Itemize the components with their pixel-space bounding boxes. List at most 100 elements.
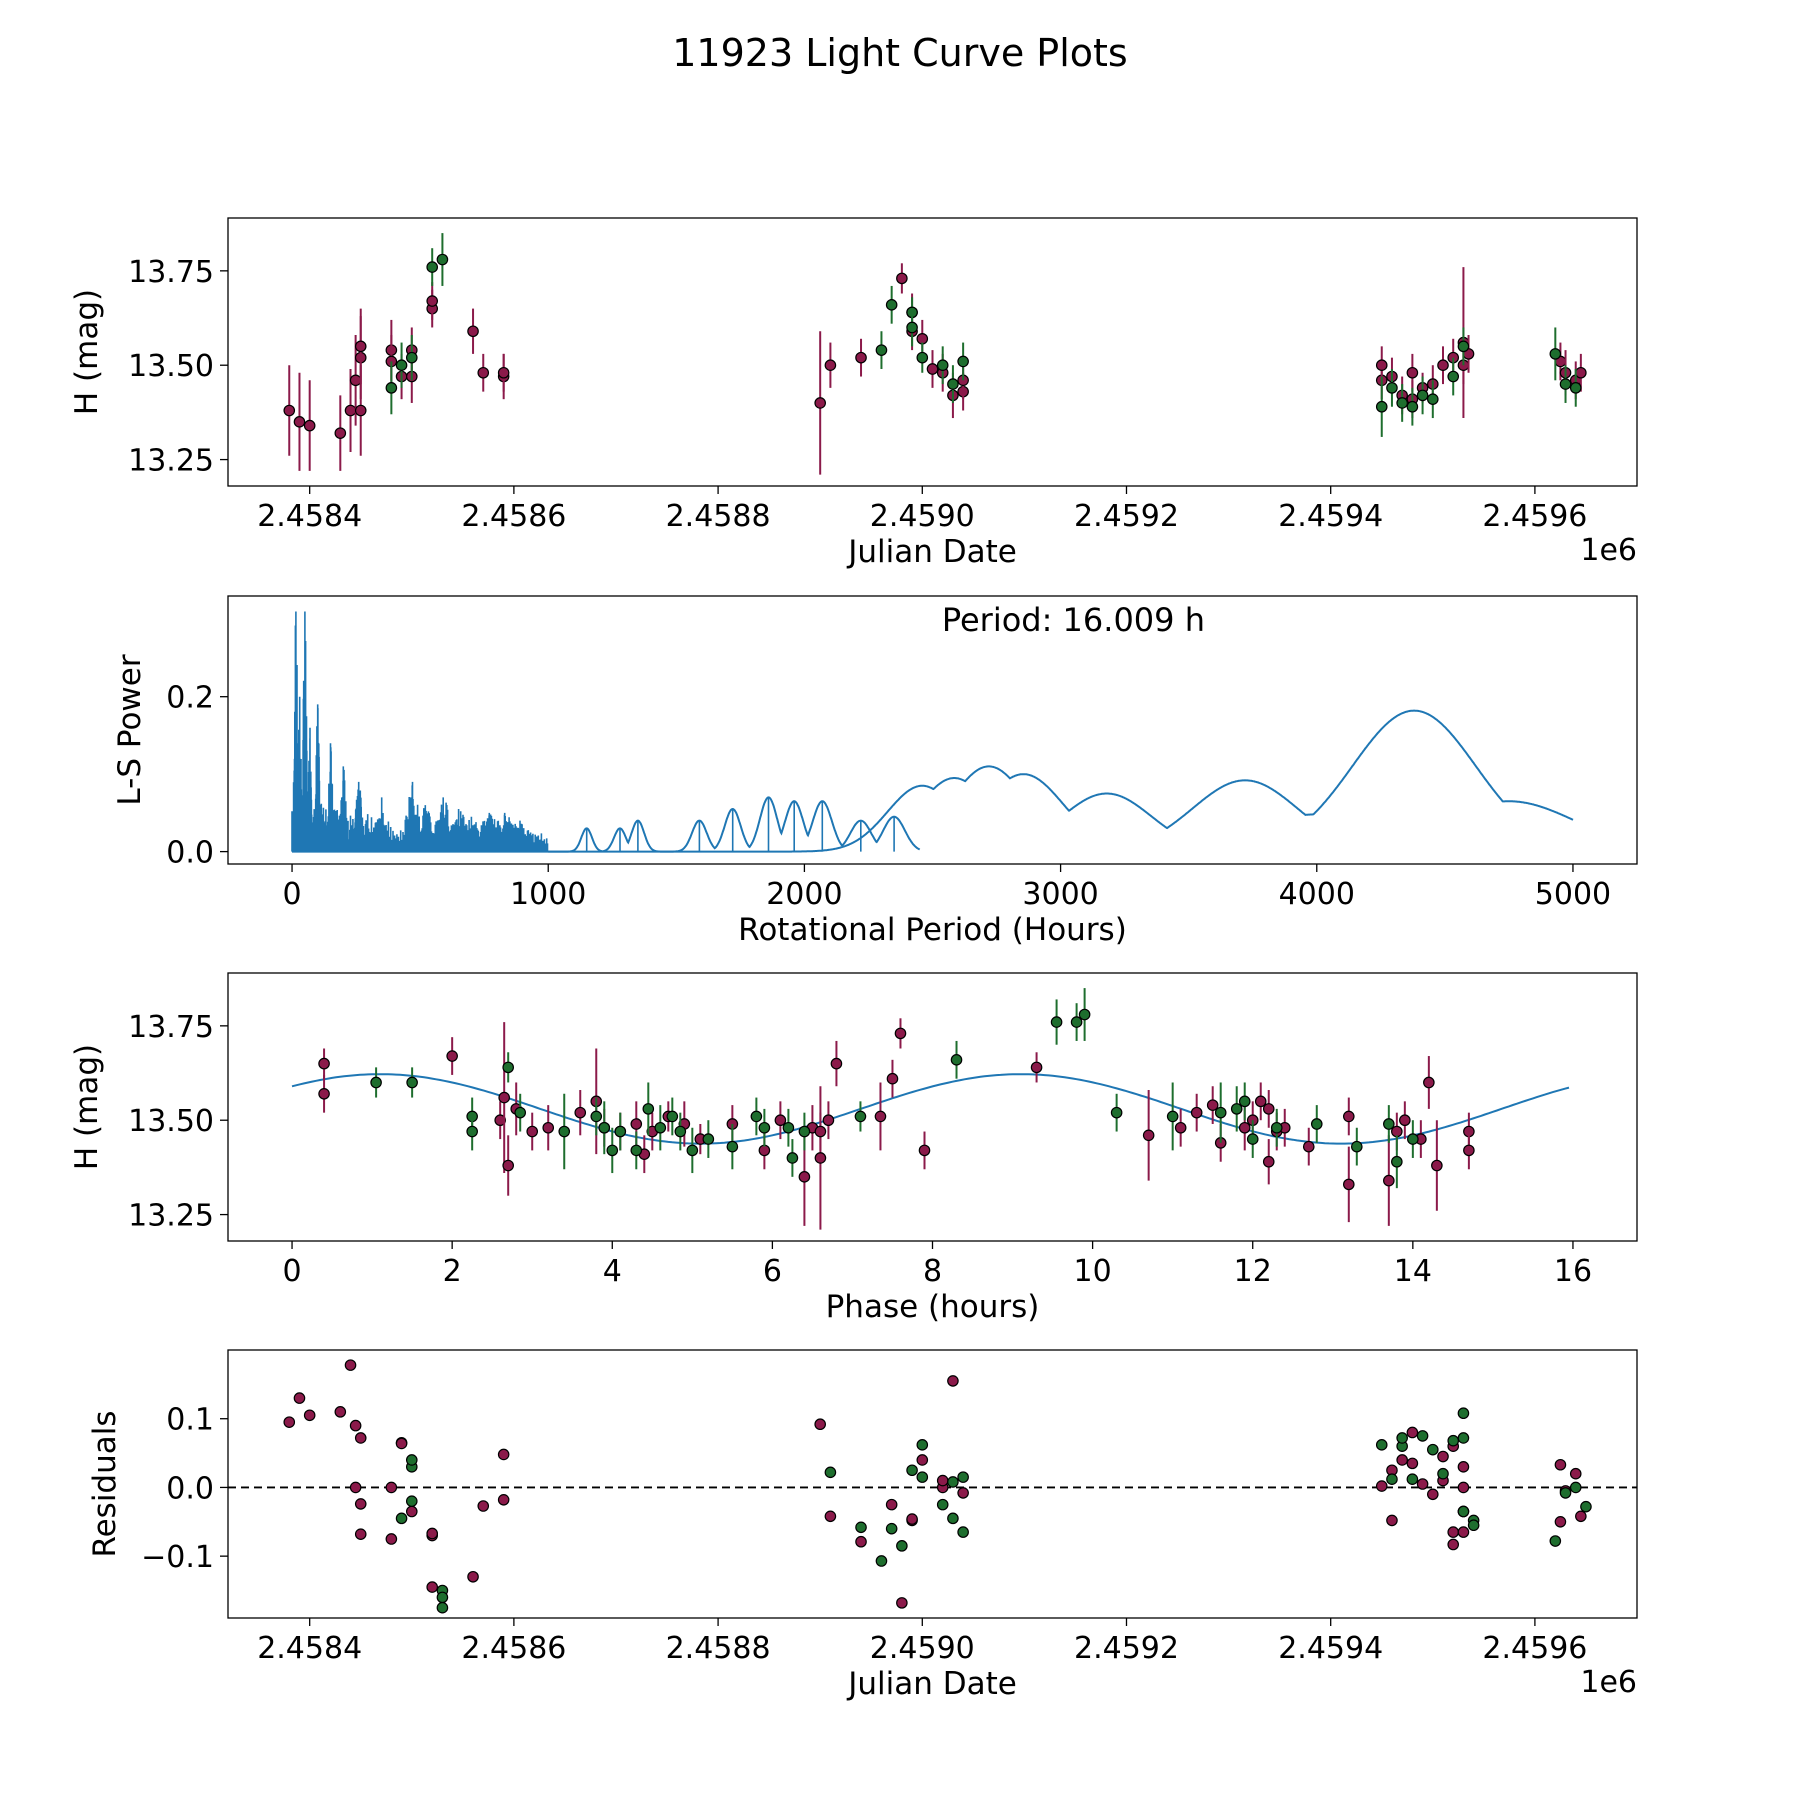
data-point [349,374,362,387]
data-point [426,261,439,273]
x-tick-label: 6 [763,1254,782,1289]
data-point [824,359,837,372]
x-tick-label: 2.4590 [870,499,975,534]
data-point [1406,1457,1419,1470]
data-point [1406,1426,1419,1439]
data-point [526,1125,539,1138]
x-tick-label: 2000 [766,877,842,912]
data-point [957,1471,969,1483]
data-point [1549,1535,1562,1547]
data-point [405,351,418,364]
periodogram-noise [291,611,895,852]
x-tick-label: 2.4592 [1074,499,1179,534]
data-point [947,1512,959,1525]
x-tick-label: 2.4586 [461,1631,566,1666]
x-tick-label: 2.4596 [1482,499,1587,534]
data-point [1351,1140,1363,1153]
data-point [1375,1480,1388,1492]
data-point [855,351,867,364]
data-point [1457,1407,1470,1420]
data-point [774,1114,787,1127]
x-tick-label: 2.4592 [1074,1631,1179,1666]
data-point [502,1159,514,1172]
data-point [750,1110,763,1123]
data-point [405,1495,418,1507]
data-point [894,1027,907,1040]
data-point [1386,382,1398,394]
data-point [830,1057,843,1070]
data-point [405,1505,418,1518]
data-point [875,1555,888,1567]
data-point [354,1528,367,1540]
x-tick-label: 2.4590 [870,1631,975,1666]
data-point [1030,1061,1043,1074]
x-axis-label: Rotational Period (Hours) [738,912,1127,948]
data-point [1457,1505,1470,1518]
data-point [918,1144,931,1157]
data-point [702,1133,715,1145]
y-tick-label: 13.50 [128,349,214,384]
data-point [1110,1106,1123,1119]
data-point [674,1125,687,1138]
data-point [497,1448,510,1461]
data-point [405,1454,418,1466]
data-point [1230,1103,1243,1115]
data-point [354,340,367,353]
data-point [1575,1510,1587,1523]
data-point [686,1144,699,1157]
data-point [947,1476,959,1488]
data-point [957,1487,969,1499]
x-tick-label: 2.4584 [257,1631,362,1666]
data-point [1457,340,1470,353]
data-point [349,1419,362,1432]
data-point [1554,1458,1567,1471]
data-point [1078,1008,1091,1021]
data-point [498,1091,510,1104]
data-point [514,1106,527,1119]
data-point [477,1500,490,1512]
x-tick-label: 2.4596 [1482,1631,1587,1666]
data-point [1447,1538,1460,1551]
data-point [344,404,357,417]
data-point [318,1087,330,1100]
data-point [936,1498,949,1511]
data-point [926,363,939,375]
data-point [293,416,306,428]
data-point [1342,1178,1355,1191]
data-point [1426,1488,1439,1501]
data-point [875,344,888,356]
data-point [283,404,296,417]
data-point [385,1533,398,1545]
data-point [1142,1129,1155,1142]
data-point [947,378,959,390]
x-tick-label: 2.4594 [1278,1631,1383,1666]
data-point [466,1125,478,1138]
x-tick-label: 2.4588 [666,499,771,534]
data-point [1406,400,1419,413]
x-tick-label: 12 [1234,1254,1272,1289]
data-point [1437,1467,1449,1480]
x-axis-label: Phase (hours) [826,1289,1040,1325]
y-tick-label: 0.0 [166,836,214,871]
data-point [906,1464,918,1477]
x-tick-label: 2.4594 [1278,499,1383,534]
data-point [1375,1439,1388,1451]
y-tick-label: 13.50 [128,1104,214,1139]
data-point [385,382,398,394]
data-point [436,253,449,266]
data-point [334,427,347,439]
data-point [1310,1118,1323,1130]
data-point [824,1510,837,1523]
data-point [1426,1443,1439,1456]
data-point [1416,1430,1429,1442]
data-point [957,355,969,368]
axes-frame [227,1349,1638,1619]
panel-residuals: 2.4584 2.4586 2.4588 2.4590 2.4592 2.4594 2.45… [87,1349,1638,1702]
x-tick-label: 2.4584 [257,499,362,534]
data-point [950,1054,963,1066]
data-point [1238,1095,1251,1108]
axis-offset-label: 1e6 [1580,1665,1637,1700]
data-point [395,1437,408,1450]
data-point [303,1409,316,1422]
panel-periodogram: 0 1000 2000 3000 4000 5000 0.0 0.2 Rotational Pe… [112,595,1638,948]
